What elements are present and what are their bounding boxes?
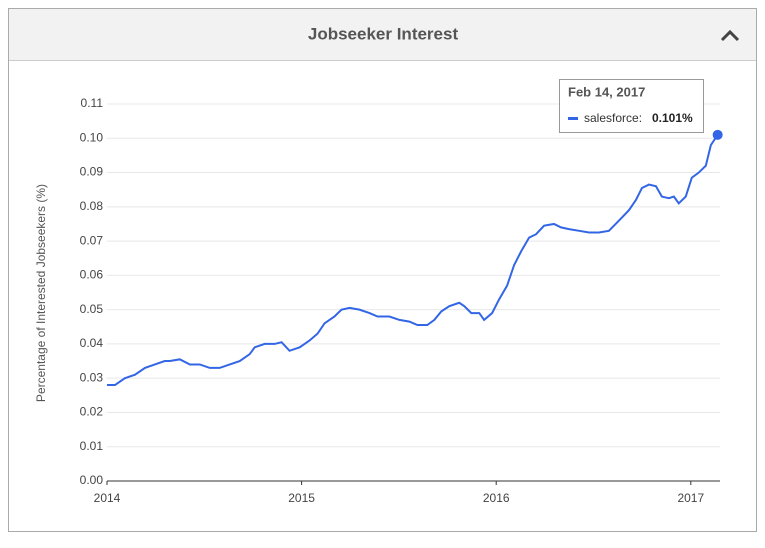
tooltip-series: salesforce: (584, 111, 642, 125)
plot: 0.00 0.01 0.02 0.03 0.04 0.05 0.06 0.07 0.08 0.09… (80, 96, 723, 505)
y-tick-label: 0.05 (80, 302, 104, 316)
y-tick-label: 0.02 (80, 405, 104, 419)
tooltip-value: 0.101% (652, 111, 693, 125)
y-axis-label: Percentage of Interested Jobseekers (%) (34, 184, 48, 402)
tooltip-box (559, 79, 704, 133)
tooltip: Feb 14, 2017 salesforce: 0.101% (559, 79, 704, 133)
panel-header (9, 9, 756, 60)
tooltip-swatch (568, 117, 578, 120)
y-tick-label: 0.03 (80, 370, 104, 384)
y-tick-label: 0.04 (80, 336, 104, 350)
y-tick-label: 0.10 (80, 130, 104, 144)
y-tick-label: 0.00 (80, 473, 104, 487)
y-tick-label: 0.06 (80, 268, 104, 282)
y-tick-label: 0.09 (80, 165, 104, 179)
y-tick-label: 0.07 (80, 233, 104, 247)
tooltip-title: Feb 14, 2017 (568, 84, 645, 99)
chart-title: Jobseeker Interest (308, 24, 459, 43)
y-tick-label: 0.11 (81, 96, 104, 110)
y-tick-label: 0.08 (80, 199, 104, 213)
y-tick-label: 0.01 (80, 439, 104, 453)
data-line (107, 134, 719, 387)
x-tick-label: 2016 (483, 491, 510, 505)
highlight-point (712, 129, 723, 140)
collapse-button[interactable] (720, 29, 740, 42)
x-tick-label: 2017 (677, 491, 704, 505)
x-tick-label: 2015 (288, 491, 315, 505)
x-tick-label: 2014 (94, 491, 121, 505)
